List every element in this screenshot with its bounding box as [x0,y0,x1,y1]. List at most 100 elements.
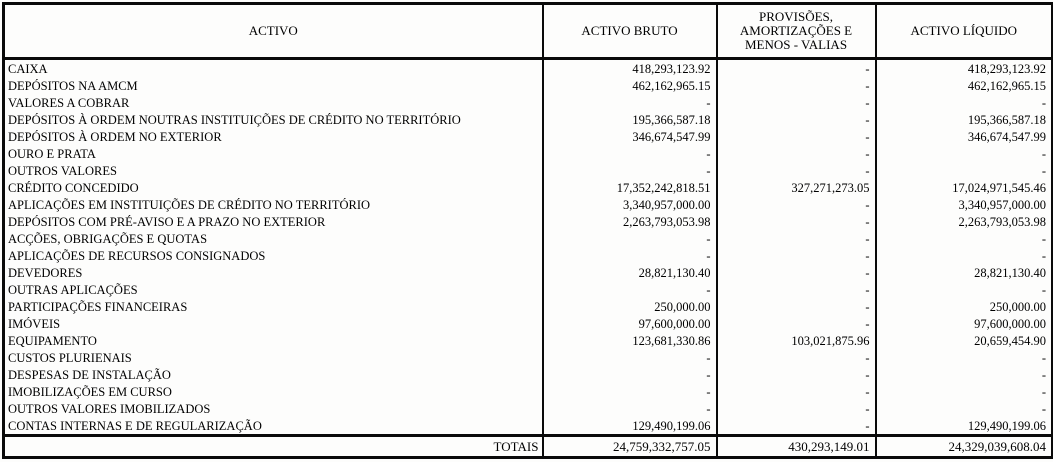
table-footer: TOTAIS 24,759,332,757.05 430,293,149.01 … [2,434,1053,459]
header-provisoes-line1: PROVISÕES, [758,9,834,24]
cell-liquido: 2,263,793,053.98 [874,213,1053,230]
cell-liquido: 129,490,199.06 [874,417,1053,436]
cell-bruto: - [541,94,718,111]
cell-provisoes: 103,021,875.96 [715,332,877,349]
row-label: OUTRAS APLICAÇÕES [2,281,544,298]
cell-bruto: 123,681,330.86 [541,332,718,349]
row-label: DEPÓSITOS COM PRÉ-AVISO E A PRAZO NO EXT… [2,213,544,230]
row-label: OURO E PRATA [2,145,544,162]
cell-provisoes: - [715,349,877,366]
cell-bruto: 462,162,965.15 [541,77,718,94]
row-label: PARTICIPAÇÕES FINANCEIRAS [2,298,544,315]
row-label: OUTROS VALORES [2,162,544,179]
table-body: CAIXA 418,293,123.92 - 418,293,123.92 DE… [2,58,1053,436]
cell-provisoes: - [715,196,877,213]
cell-bruto: - [541,366,718,383]
header-activo-liquido: ACTIVO LÍQUIDO [874,2,1053,60]
cell-liquido: 17,024,971,545.46 [874,179,1053,196]
table-row: DEPÓSITOS À ORDEM NO EXTERIOR 346,674,54… [2,128,1053,145]
row-label: CRÉDITO CONCEDIDO [2,179,544,196]
cell-bruto: 3,340,957,000.00 [541,196,718,213]
cell-provisoes: 327,271,273.05 [715,179,877,196]
table-row: DEPÓSITOS NA AMCM 462,162,965.15 - 462,1… [2,77,1053,94]
cell-bruto: - [541,230,718,247]
table-row: DESPESAS DE INSTALAÇÃO - - - [2,366,1053,383]
cell-provisoes: - [715,298,877,315]
table-row: DEPÓSITOS COM PRÉ-AVISO E A PRAZO NO EXT… [2,213,1053,230]
row-label: IMÓVEIS [2,315,544,332]
cell-bruto: 28,821,130.40 [541,264,718,281]
table-header: ACTIVO ACTIVO BRUTO PROVISÕES, AMORTIZAÇ… [2,2,1053,60]
header-activo-bruto: ACTIVO BRUTO [541,2,718,60]
row-label: DEPÓSITOS NA AMCM [2,77,544,94]
cell-liquido: - [874,230,1053,247]
row-label: DEPÓSITOS À ORDEM NOUTRAS INSTITUIÇÕES D… [2,111,544,128]
cell-liquido: 195,366,587.18 [874,111,1053,128]
cell-provisoes: - [715,58,877,77]
cell-liquido: - [874,94,1053,111]
header-provisoes-line3: MENOS - VALIAS [744,37,848,52]
row-label: CUSTOS PLURIENAIS [2,349,544,366]
cell-bruto: - [541,349,718,366]
cell-liquido: - [874,383,1053,400]
row-label: CAIXA [2,58,544,77]
cell-provisoes: - [715,281,877,298]
cell-liquido: - [874,400,1053,417]
cell-bruto: - [541,162,718,179]
totals-liquido: 24,329,039,608.04 [874,434,1053,459]
cell-provisoes: - [715,213,877,230]
cell-liquido: - [874,162,1053,179]
table-row: IMÓVEIS 97,600,000.00 - 97,600,000.00 [2,315,1053,332]
cell-liquido: 97,600,000.00 [874,315,1053,332]
totals-row: TOTAIS 24,759,332,757.05 430,293,149.01 … [2,434,1053,459]
table-row: DEVEDORES 28,821,130.40 - 28,821,130.40 [2,264,1053,281]
table-row: OUTROS VALORES - - - [2,162,1053,179]
header-provisoes: PROVISÕES, AMORTIZAÇÕES E MENOS - VALIAS [715,2,877,60]
cell-bruto: - [541,400,718,417]
cell-bruto: 17,352,242,818.51 [541,179,718,196]
cell-bruto: 97,600,000.00 [541,315,718,332]
cell-bruto: - [541,145,718,162]
cell-bruto: - [541,281,718,298]
table-row: IMOBILIZAÇÕES EM CURSO - - - [2,383,1053,400]
table-row: DEPÓSITOS À ORDEM NOUTRAS INSTITUIÇÕES D… [2,111,1053,128]
row-label: IMOBILIZAÇÕES EM CURSO [2,383,544,400]
table-row: APLICAÇÕES EM INSTITUIÇÕES DE CRÉDITO NO… [2,196,1053,213]
cell-bruto: 250,000.00 [541,298,718,315]
cell-provisoes: - [715,247,877,264]
cell-liquido: 20,659,454.90 [874,332,1053,349]
table-row: CAIXA 418,293,123.92 - 418,293,123.92 [2,58,1053,77]
totals-bruto: 24,759,332,757.05 [541,434,718,459]
header-provisoes-line2: AMORTIZAÇÕES E [739,23,853,38]
cell-provisoes: - [715,315,877,332]
table-row: PARTICIPAÇÕES FINANCEIRAS 250,000.00 - 2… [2,298,1053,315]
row-label: DESPESAS DE INSTALAÇÃO [2,366,544,383]
cell-provisoes: - [715,400,877,417]
row-label: EQUIPAMENTO [2,332,544,349]
cell-provisoes: - [715,145,877,162]
totals-provisoes: 430,293,149.01 [715,434,877,459]
table-row: CONTAS INTERNAS E DE REGULARIZAÇÃO 129,4… [2,417,1053,436]
row-label: DEPÓSITOS À ORDEM NO EXTERIOR [2,128,544,145]
cell-provisoes: - [715,111,877,128]
table-row: ACÇÕES, OBRIGAÇÕES E QUOTAS - - - [2,230,1053,247]
cell-liquido: - [874,247,1053,264]
cell-liquido: 28,821,130.40 [874,264,1053,281]
row-label: VALORES A COBRAR [2,94,544,111]
cell-provisoes: - [715,383,877,400]
table-row: EQUIPAMENTO 123,681,330.86 103,021,875.9… [2,332,1053,349]
cell-provisoes: - [715,417,877,436]
cell-provisoes: - [715,366,877,383]
cell-provisoes: - [715,264,877,281]
row-label: OUTROS VALORES IMOBILIZADOS [2,400,544,417]
cell-liquido: - [874,349,1053,366]
cell-liquido: 346,674,547.99 [874,128,1053,145]
table-row: VALORES A COBRAR - - - [2,94,1053,111]
row-label: APLICAÇÕES EM INSTITUIÇÕES DE CRÉDITO NO… [2,196,544,213]
row-label: CONTAS INTERNAS E DE REGULARIZAÇÃO [2,417,544,436]
row-label: APLICAÇÕES DE RECURSOS CONSIGNADOS [2,247,544,264]
cell-bruto: 195,366,587.18 [541,111,718,128]
table-row: OUTRAS APLICAÇÕES - - - [2,281,1053,298]
